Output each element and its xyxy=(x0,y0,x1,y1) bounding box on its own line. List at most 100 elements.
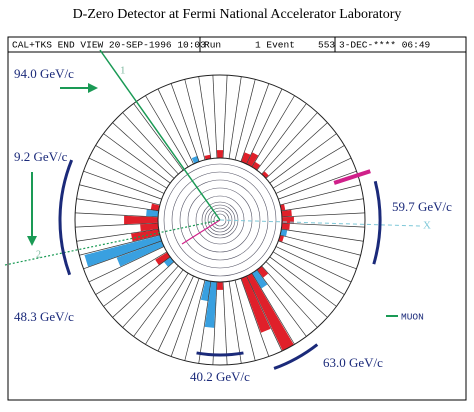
energy-tower xyxy=(116,241,164,267)
tower-boundary xyxy=(212,75,218,159)
muon-track xyxy=(4,219,221,266)
jet-bracket xyxy=(372,180,382,265)
tower-boundary xyxy=(133,269,184,337)
tower-boundary xyxy=(234,280,256,361)
track-marker: 1 xyxy=(120,65,126,77)
em-cluster xyxy=(333,169,371,185)
header-event: 1 Event xyxy=(255,40,295,51)
tower-boundary xyxy=(240,83,270,162)
tower-boundary xyxy=(281,222,365,228)
tower-boundary xyxy=(75,212,159,218)
tower-boundary xyxy=(184,280,206,361)
tracker-layer xyxy=(163,163,277,277)
tower-boundary xyxy=(157,88,194,165)
energy-tower xyxy=(124,215,159,225)
energy-label: 94.0 GeV/c xyxy=(14,66,74,81)
tower-boundary xyxy=(228,281,242,364)
tower-boundary xyxy=(269,133,337,184)
tower-boundary xyxy=(122,265,179,328)
tower-boundary xyxy=(103,133,171,184)
energy-label: 9.2 GeV/c xyxy=(14,149,68,164)
tower-boundary xyxy=(269,256,337,307)
arrow-head xyxy=(27,236,37,246)
energy-tower xyxy=(246,273,294,351)
tower-boundary xyxy=(75,222,159,228)
tower-boundary xyxy=(212,281,218,365)
tower-boundary xyxy=(251,272,295,345)
tower-boundary xyxy=(265,122,328,179)
tower-boundary xyxy=(246,275,283,352)
energy-tower xyxy=(261,171,269,179)
jet-bracket xyxy=(273,343,319,370)
tower-boundary xyxy=(278,170,357,200)
jet-bracket xyxy=(196,351,244,357)
detector xyxy=(4,49,421,370)
energy-tower xyxy=(241,152,251,164)
energy-tower xyxy=(164,257,174,267)
energy-tower xyxy=(84,235,162,267)
energy-tower xyxy=(257,266,269,278)
energy-tower xyxy=(281,223,290,230)
tower-boundary xyxy=(256,269,307,337)
tower-boundary xyxy=(88,246,165,283)
tower-boundary xyxy=(112,122,175,179)
legend-text: MUON xyxy=(401,312,424,323)
tower-boundary xyxy=(275,246,352,283)
tracker-layer xyxy=(207,207,233,233)
tower-boundary xyxy=(234,79,256,160)
tower-boundary xyxy=(278,240,357,270)
arrow-head xyxy=(88,83,98,93)
energy-tower xyxy=(216,150,224,159)
tower-boundary xyxy=(122,112,179,175)
energy-tower xyxy=(150,203,160,211)
tower-boundary xyxy=(228,76,242,159)
energy-tower xyxy=(200,280,211,302)
tower-boundary xyxy=(281,198,364,212)
calorimeter-outer xyxy=(74,74,366,366)
missing-et xyxy=(219,219,421,227)
tower-boundary xyxy=(198,281,212,364)
tower-boundary xyxy=(272,251,345,295)
energy-tower xyxy=(131,229,160,242)
energy-label: 48.3 GeV/c xyxy=(14,309,74,324)
tracker-layer xyxy=(179,179,261,261)
tower-boundary xyxy=(95,145,168,189)
energy-tower xyxy=(204,281,217,328)
tracker-layer xyxy=(201,201,239,239)
tower-boundary xyxy=(246,88,283,165)
tower-boundary xyxy=(222,75,228,159)
energy-tower xyxy=(280,229,288,237)
tower-boundary xyxy=(240,278,270,357)
tower-boundary xyxy=(79,234,160,256)
tower-boundary xyxy=(256,103,307,171)
energy-tower xyxy=(155,252,171,266)
energy-tower xyxy=(252,270,268,289)
header-view: CAL+TKS END VIEW 20-SEP-1996 10:03 xyxy=(12,40,206,51)
tower-boundary xyxy=(103,256,171,307)
tower-boundary xyxy=(145,95,189,168)
energy-label: 40.2 GeV/c xyxy=(190,369,250,384)
title: D-Zero Detector at Fermi National Accele… xyxy=(73,7,402,22)
tower-boundary xyxy=(83,240,162,270)
tower-boundary xyxy=(261,112,318,175)
tower-boundary xyxy=(280,234,361,256)
tower-boundary xyxy=(272,145,345,189)
header-number: 553 xyxy=(318,40,335,51)
tower-boundary xyxy=(170,278,200,357)
tracker-layer xyxy=(195,195,245,245)
tower-boundary xyxy=(280,184,361,206)
tower-boundary xyxy=(281,228,364,242)
tower-boundary xyxy=(261,265,318,328)
energy-label: 59.7 GeV/c xyxy=(392,199,452,214)
tower-boundary xyxy=(198,76,212,159)
energy-tower xyxy=(281,209,292,217)
tower-boundary xyxy=(251,95,295,168)
tower-boundary xyxy=(95,251,168,295)
frame xyxy=(7,36,467,401)
tower-boundary xyxy=(145,272,189,345)
energy-tower xyxy=(216,281,224,290)
tracker-layer xyxy=(187,187,253,253)
energy-label: 63.0 GeV/c xyxy=(323,355,383,370)
jet-bracket xyxy=(58,159,74,276)
tower-boundary xyxy=(88,157,165,194)
